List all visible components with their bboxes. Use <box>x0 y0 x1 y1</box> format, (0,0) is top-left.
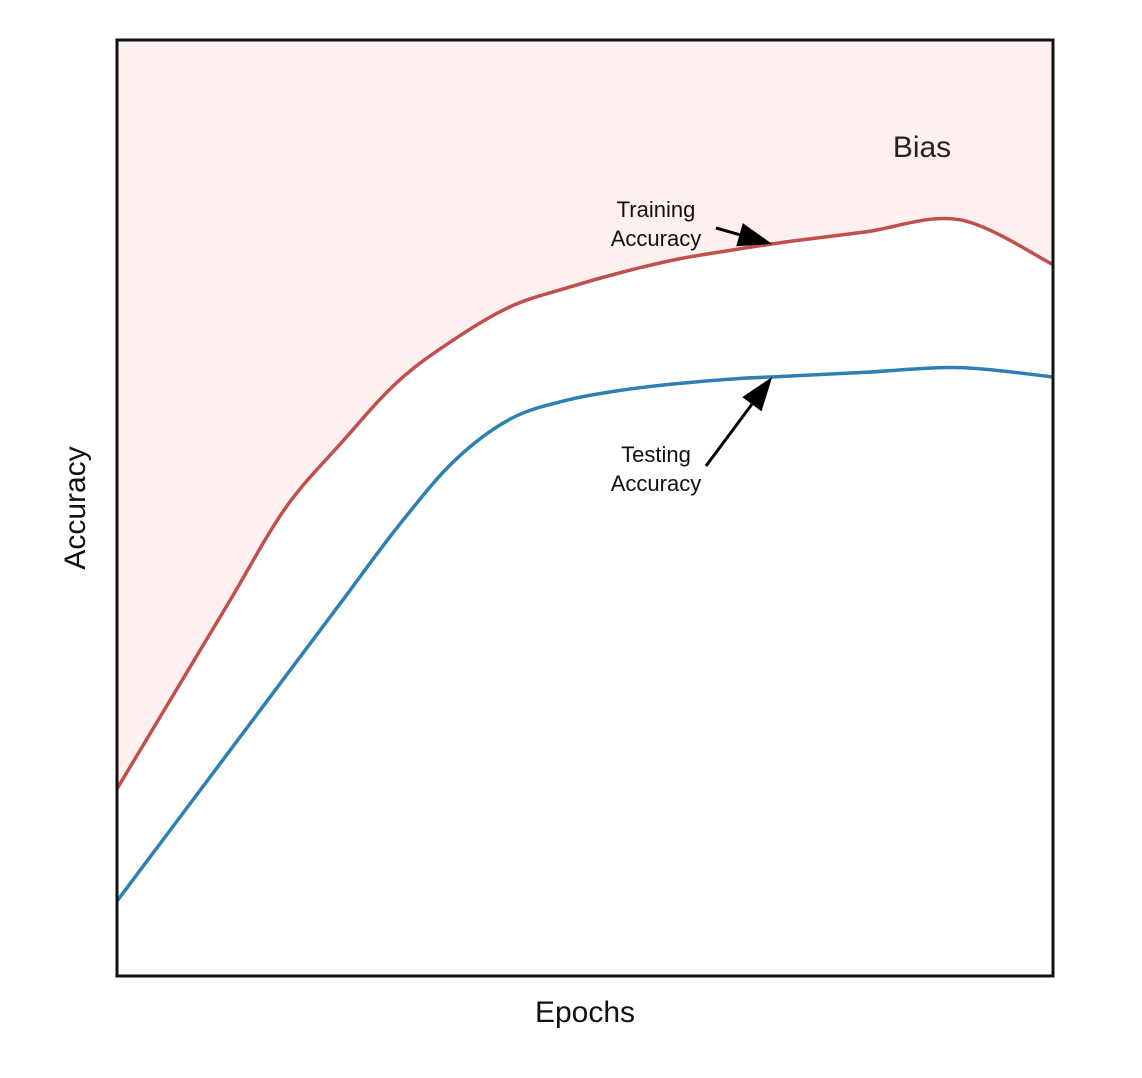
x-axis-label: Epochs <box>535 996 635 1029</box>
training-arrow-shaft <box>715 226 740 237</box>
training-accuracy-label-line1: Training <box>617 197 696 222</box>
training-arrow-head <box>736 223 773 247</box>
y-axis-label: Accuracy <box>59 446 92 569</box>
testing-accuracy-label-line1: Testing <box>621 442 691 467</box>
training-accuracy-line <box>115 216 1054 790</box>
testing-arrow-head <box>742 376 773 412</box>
bias-region-label: Bias <box>893 131 951 164</box>
testing-accuracy-line <box>115 365 1054 903</box>
plot-frame <box>115 38 1055 978</box>
training-accuracy-label-line2: Accuracy <box>611 226 701 251</box>
bias-shaded-region <box>117 40 1053 789</box>
testing-arrow-shaft <box>704 403 754 467</box>
testing-accuracy-label-line2: Accuracy <box>611 471 701 496</box>
